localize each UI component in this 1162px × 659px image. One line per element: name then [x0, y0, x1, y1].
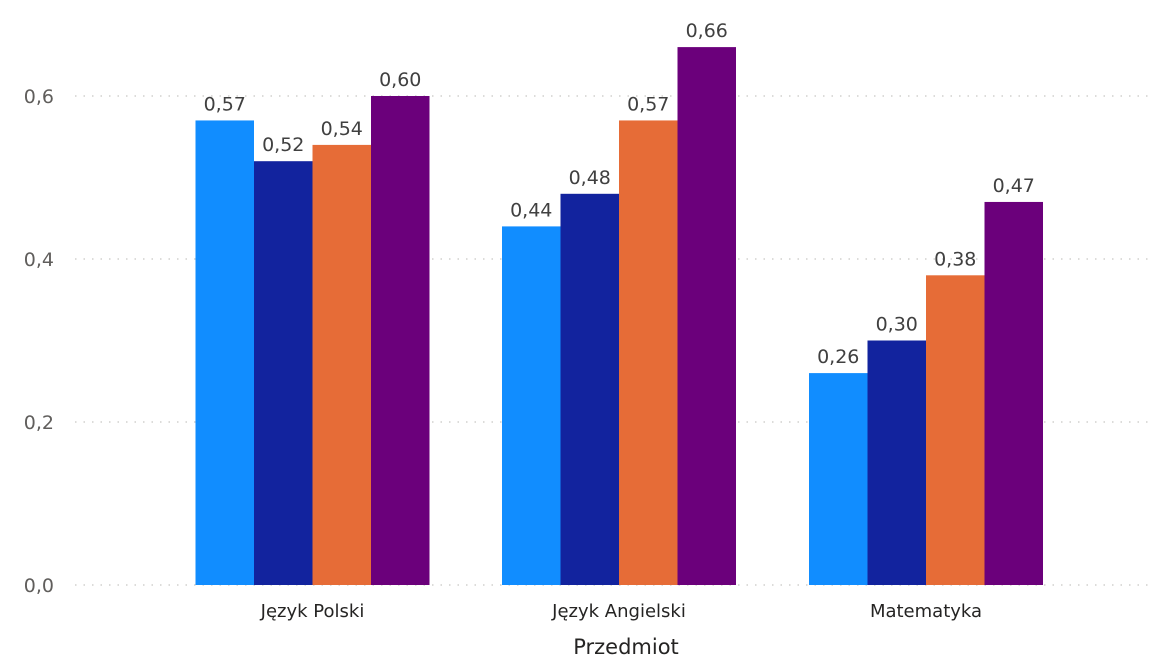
bar — [926, 275, 985, 585]
bar — [502, 226, 561, 585]
bar — [677, 47, 736, 586]
category-label: Język Angielski — [551, 601, 686, 622]
bar — [809, 373, 868, 585]
y-tick-label: 0,2 — [24, 412, 54, 434]
bars — [195, 47, 1043, 586]
bar — [619, 120, 678, 585]
data-label: 0,66 — [686, 20, 728, 42]
x-axis-title: Przedmiot — [573, 635, 679, 659]
data-label: 0,48 — [569, 167, 611, 189]
data-label: 0,38 — [934, 248, 976, 270]
category-label: Język Polski — [260, 601, 365, 622]
y-tick-label: 0,6 — [24, 86, 54, 108]
y-axis-tick-labels: 0,0 0,2 0,4 0,6 — [24, 86, 54, 597]
bar — [195, 120, 254, 585]
bar — [254, 161, 313, 585]
data-label: 0,57 — [627, 93, 669, 115]
data-labels: 0,57 0,44 0,26 0,52 0,48 0,30 0,54 0,57 0,38 0,60… — [204, 20, 1035, 368]
bar — [984, 201, 1043, 585]
y-tick-label: 0,0 — [24, 575, 54, 597]
x-axis-category-labels: Język Polski Język Angielski Matematyka — [260, 601, 982, 622]
data-label: 0,47 — [993, 175, 1035, 197]
bar — [371, 96, 430, 585]
y-tick-label: 0,4 — [24, 249, 54, 271]
data-label: 0,26 — [817, 346, 859, 368]
data-label: 0,44 — [510, 199, 552, 221]
bar — [560, 193, 619, 586]
bar — [312, 144, 371, 585]
bar — [867, 340, 926, 585]
data-label: 0,52 — [262, 134, 304, 156]
category-label: Matematyka — [870, 601, 982, 622]
data-label: 0,30 — [876, 314, 918, 336]
data-label: 0,57 — [204, 93, 246, 115]
data-label: 0,60 — [379, 69, 421, 91]
data-label: 0,54 — [321, 118, 363, 140]
